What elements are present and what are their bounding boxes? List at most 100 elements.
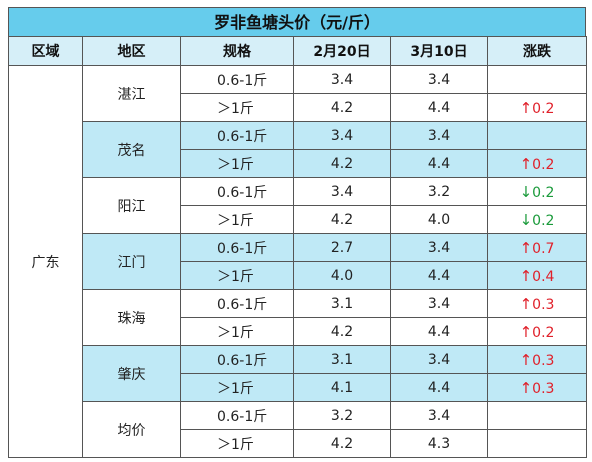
table-row: 珠海 0.6-1斤 3.1 3.4 ↑0.3 (9, 289, 587, 346)
price-feb20-cell: 4.0 (293, 261, 391, 290)
area-cell: 阳江 (82, 177, 181, 234)
change-value: 0.7 (532, 240, 555, 257)
change-cell (487, 65, 587, 94)
price-feb20-cell: 4.2 (293, 317, 391, 346)
price-mar10-cell: 3.4 (390, 65, 488, 94)
price-mar10-cell: 4.4 (390, 373, 488, 402)
header-change: 涨跌 (487, 36, 587, 66)
price-feb20-cell: 3.4 (293, 121, 391, 150)
price-feb20-cell: 3.4 (293, 65, 391, 94)
price-feb20-cell: 3.1 (293, 289, 391, 318)
change-cell (487, 429, 587, 458)
spec-cell: 0.6-1斤 (180, 401, 294, 430)
change-cell: ↑0.4 (487, 261, 587, 290)
header-feb20: 2月20日 (293, 36, 391, 66)
price-mar10-cell: 3.4 (390, 345, 488, 374)
change-cell: ↑0.3 (487, 289, 587, 318)
header-mar10: 3月10日 (390, 36, 488, 66)
table-row: ＞1斤 4.2 4.4 ↑0.2 (9, 149, 587, 178)
change-cell: ↑0.7 (487, 233, 587, 262)
table-row: ＞1斤 4.0 4.4 ↑0.4 (9, 261, 587, 290)
header-area: 地区 (82, 36, 181, 66)
change-value: 0.2 (532, 184, 555, 201)
change-cell: ↑0.3 (487, 345, 587, 374)
price-mar10-cell: 4.4 (390, 261, 488, 290)
area-cell: 湛江 (82, 65, 181, 122)
price-feb20-cell: 4.2 (293, 93, 391, 122)
header-row: 区域 地区 规格 2月20日 3月10日 涨跌 (8, 36, 587, 66)
spec-cell: 0.6-1斤 (180, 233, 294, 262)
table-row: 阳江 0.6-1斤 3.4 3.2 ↓0.2 (9, 177, 587, 234)
change-cell: ↓0.2 (487, 205, 587, 234)
spec-cell: ＞1斤 (180, 373, 294, 402)
price-mar10-cell: 4.3 (390, 429, 488, 458)
change-value: 0.2 (532, 156, 555, 173)
price-mar10-cell: 4.4 (390, 93, 488, 122)
spec-cell: 0.6-1斤 (180, 121, 294, 150)
table-row: ＞1斤 4.2 4.4 ↑0.2 (9, 317, 587, 346)
arrow-up-icon: ↑ (519, 98, 533, 117)
change-value: 0.2 (532, 100, 555, 117)
table-row: 江门 0.6-1斤 2.7 3.4 ↑0.7 (9, 233, 587, 290)
spec-cell: 0.6-1斤 (180, 289, 294, 318)
price-mar10-cell: 4.0 (390, 205, 488, 234)
price-feb20-cell: 4.2 (293, 429, 391, 458)
spec-cell: ＞1斤 (180, 429, 294, 458)
area-cell: 江门 (82, 233, 181, 290)
area-cell: 均价 (82, 401, 181, 458)
change-cell: ↓0.2 (487, 177, 587, 206)
change-cell: ↑0.2 (487, 93, 587, 122)
price-feb20-cell: 3.2 (293, 401, 391, 430)
table-row: 茂名 0.6-1斤 3.4 3.4 (9, 121, 587, 178)
change-value: 0.2 (532, 212, 555, 229)
spec-cell: 0.6-1斤 (180, 177, 294, 206)
change-cell (487, 401, 587, 430)
table-row: ＞1斤 4.2 4.3 (9, 429, 587, 458)
price-feb20-cell: 2.7 (293, 233, 391, 262)
price-feb20-cell: 3.4 (293, 177, 391, 206)
price-feb20-cell: 4.2 (293, 149, 391, 178)
change-value: 0.4 (532, 268, 555, 285)
change-value: 0.2 (532, 324, 555, 341)
header-region: 区域 (8, 36, 83, 66)
table-row: 均价 0.6-1斤 3.2 3.4 (9, 401, 587, 458)
table-row: 肇庆 0.6-1斤 3.1 3.4 ↑0.3 (9, 345, 587, 402)
area-cell: 茂名 (82, 121, 181, 178)
arrow-up-icon: ↑ (519, 322, 533, 341)
price-mar10-cell: 3.4 (390, 121, 488, 150)
spec-cell: ＞1斤 (180, 93, 294, 122)
change-cell: ↑0.2 (487, 317, 587, 346)
change-value: 0.3 (532, 380, 555, 397)
arrow-up-icon: ↑ (519, 378, 533, 397)
arrow-down-icon: ↓ (519, 182, 533, 201)
change-cell: ↑0.2 (487, 149, 587, 178)
price-mar10-cell: 4.4 (390, 317, 488, 346)
change-value: 0.3 (532, 352, 555, 369)
spec-cell: ＞1斤 (180, 149, 294, 178)
price-table-container: 罗非鱼塘头价（元/斤） 区域 地区 规格 2月20日 3月10日 涨跌 广东 湛江… (8, 7, 587, 458)
change-value: 0.3 (532, 296, 555, 313)
spec-cell: 0.6-1斤 (180, 65, 294, 94)
price-mar10-cell: 3.4 (390, 401, 488, 430)
change-cell: ↑0.3 (487, 373, 587, 402)
table-row: 广东 湛江 0.6-1斤 3.4 3.4 (8, 65, 587, 458)
price-mar10-cell: 3.2 (390, 177, 488, 206)
table-title: 罗非鱼塘头价（元/斤） (8, 7, 586, 36)
table-row: ＞1斤 4.1 4.4 ↑0.3 (9, 373, 587, 402)
table-row: ＞1斤 4.2 4.4 ↑0.2 (9, 93, 587, 122)
arrow-up-icon: ↑ (519, 294, 533, 313)
spec-cell: ＞1斤 (180, 205, 294, 234)
table-body: 广东 湛江 0.6-1斤 3.4 3.4 ＞1斤 4.2 4.4 ↑0.2 茂名 0.6-1斤 3.4… (8, 65, 587, 458)
spec-cell: ＞1斤 (180, 261, 294, 290)
region-cell: 广东 (8, 65, 83, 458)
arrow-up-icon: ↑ (519, 154, 533, 173)
price-mar10-cell: 3.4 (390, 289, 488, 318)
change-cell (487, 121, 587, 150)
spec-cell: ＞1斤 (180, 317, 294, 346)
price-feb20-cell: 4.1 (293, 373, 391, 402)
price-feb20-cell: 4.2 (293, 205, 391, 234)
spec-cell: 0.6-1斤 (180, 345, 294, 374)
arrow-up-icon: ↑ (519, 238, 533, 257)
price-table: 区域 地区 规格 2月20日 3月10日 涨跌 广东 湛江 0.6-1斤 3.4 3.4… (8, 36, 587, 458)
arrow-down-icon: ↓ (519, 210, 533, 229)
